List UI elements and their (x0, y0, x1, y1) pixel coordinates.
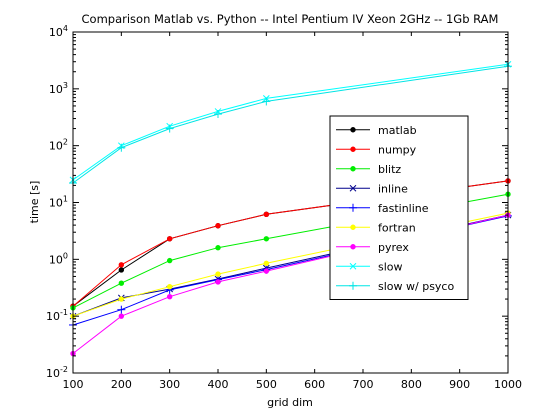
x-tick-label: 900 (449, 378, 470, 391)
data-point-fortran (263, 260, 270, 267)
data-point-blitz (166, 257, 173, 264)
x-tick-label: 100 (63, 378, 84, 391)
series-line-numpy (72, 180, 509, 307)
data-point-blitz (263, 236, 270, 242)
y-ticks: 10-2 10-1 100 101 102 103 104 (46, 24, 508, 380)
series-line-blitz (72, 193, 509, 309)
x-tick-label: 500 (256, 378, 277, 391)
data-point-pyrex (118, 313, 125, 319)
legend-marker-numpy (350, 146, 356, 152)
y-tick-label: 104 (49, 24, 68, 39)
data-point-fortran (215, 271, 221, 277)
data-point-fastinline (117, 305, 126, 314)
data-point-fortran (166, 283, 173, 290)
legend-marker-matlab (350, 127, 356, 133)
y-tick-label: 102 (49, 138, 68, 153)
x-axis-label: grid dim (267, 396, 313, 409)
data-point-slow-w-psyco (262, 97, 271, 106)
legend: matlab numpy blitz inline fastinline fortran p… (329, 115, 469, 300)
chart-title: Comparison Matlab vs. Python -- Intel Pe… (82, 12, 499, 26)
legend-marker-slow-w-psyco (349, 281, 357, 290)
data-point-pyrex (215, 279, 221, 285)
x-tick-label: 400 (208, 378, 229, 391)
legend-label-numpy: numpy (378, 143, 417, 156)
x-ticks: 100 200 300 400 500 600 700 800 900 1000 (63, 32, 522, 391)
data-point-numpy (166, 236, 173, 242)
data-point-pyrex (263, 268, 270, 274)
series-line-fastinline (72, 215, 509, 326)
x-tick-label: 300 (159, 378, 180, 391)
legend-label-inline: inline (378, 182, 408, 195)
legend-label-fortran: fortran (378, 221, 416, 234)
data-point-pyrex (166, 294, 173, 300)
x-tick-label: 1000 (494, 378, 522, 391)
data-point-slow-w-psyco (165, 124, 174, 133)
data-point-slow-w-psyco (117, 143, 126, 152)
x-tick-label: 600 (304, 378, 325, 391)
legend-label-slow: slow (378, 260, 403, 273)
legend-label-blitz: blitz (378, 163, 401, 176)
legend-label-pyrex: pyrex (378, 241, 409, 254)
data-point-numpy (118, 262, 125, 268)
data-point-numpy (215, 223, 221, 229)
y-tick-label: 10-2 (46, 365, 68, 380)
legend-marker-slow (349, 262, 357, 270)
legend-label-fastinline: fastinline (378, 202, 429, 215)
legend-label-matlab: matlab (378, 124, 417, 137)
series-line-fortran (72, 212, 509, 317)
legend-marker-inline (349, 184, 357, 192)
x-tick-label: 700 (353, 378, 374, 391)
series-line-pyrex (72, 214, 509, 354)
y-axis-label: time [s] (28, 181, 41, 224)
x-tick-label: 200 (111, 378, 132, 391)
series-line-slow (72, 63, 509, 181)
legend-label-slow-w-psyco: slow w/ psyco (378, 280, 454, 293)
legend-marker-fastinline (349, 203, 357, 212)
data-point-blitz (118, 280, 125, 286)
y-tick-label: 100 (49, 251, 68, 266)
data-point-slow-w-psyco (214, 110, 222, 119)
series-line-inline (72, 214, 509, 317)
legend-marker-fortran (350, 224, 356, 230)
data-point-matlab (118, 267, 125, 273)
y-tick-label: 10-1 (46, 308, 68, 323)
legend-marker-pyrex (350, 244, 356, 250)
data-point-blitz (215, 245, 221, 251)
x-tick-label: 800 (401, 378, 422, 391)
data-point-fortran (118, 296, 125, 302)
data-point-numpy (263, 211, 270, 217)
y-tick-label: 103 (49, 81, 68, 96)
legend-marker-blitz (350, 166, 356, 172)
series-line-slow-w-psyco (72, 65, 509, 184)
y-tick-label: 101 (49, 195, 68, 210)
